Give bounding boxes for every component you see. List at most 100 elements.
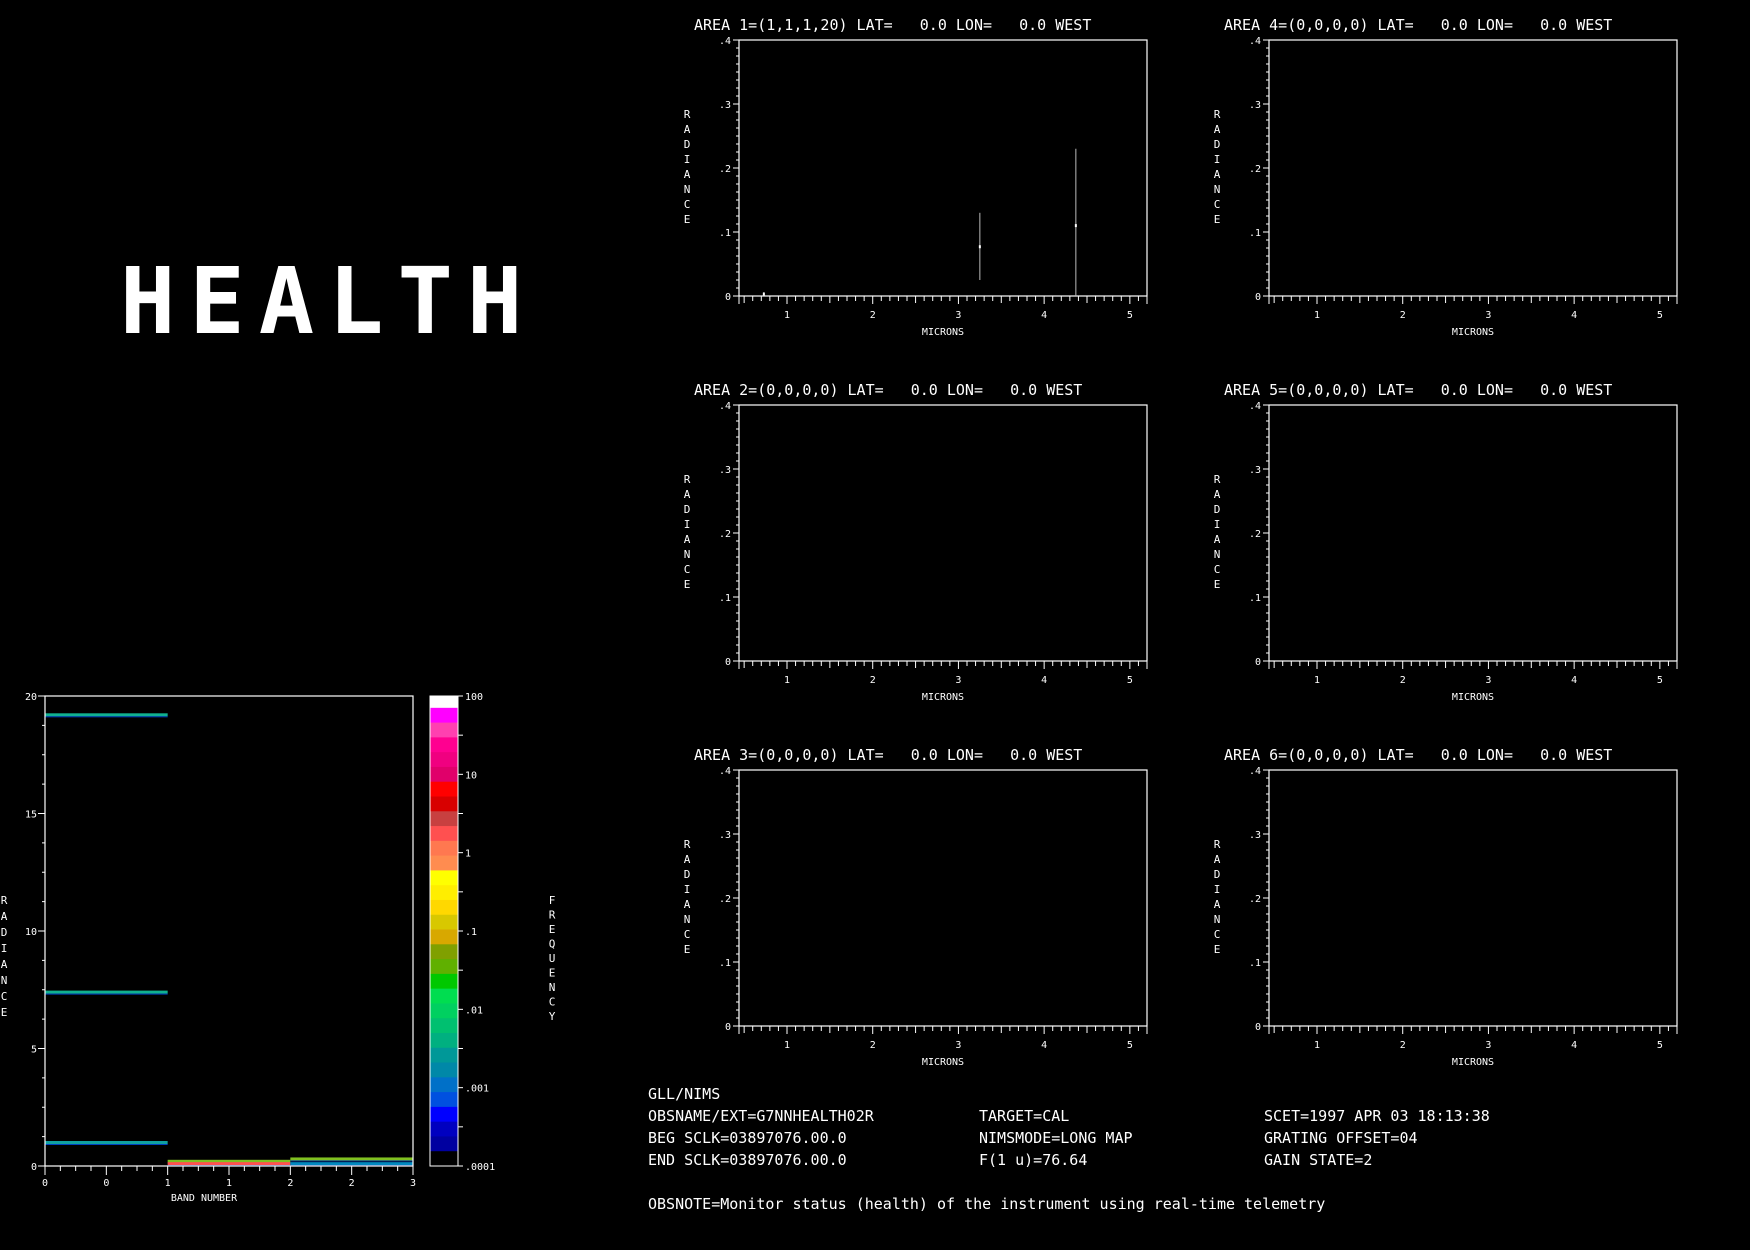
colorbar-swatch bbox=[430, 722, 458, 738]
colorbar-swatch bbox=[430, 1136, 458, 1152]
x-tick-label: 5 bbox=[1127, 310, 1133, 321]
colorbar-tick-label: 10 bbox=[465, 770, 477, 781]
colorbar-swatch bbox=[430, 1092, 458, 1108]
y-axis-label: A bbox=[1, 958, 8, 971]
y-tick-label: .2 bbox=[1249, 164, 1261, 175]
colorbar-swatch bbox=[430, 855, 458, 871]
colorbar-swatch bbox=[430, 1077, 458, 1093]
x-tick-label: 5 bbox=[1127, 675, 1133, 686]
colorbar-swatch bbox=[430, 1032, 458, 1049]
y-axis-label: E bbox=[1, 1006, 8, 1019]
y-axis-label: A bbox=[1, 910, 8, 923]
colorbar-swatch bbox=[430, 929, 458, 945]
colorbar-swatch bbox=[430, 1018, 458, 1034]
plot-frame bbox=[1268, 404, 1678, 662]
y-tick-label: .3 bbox=[1249, 465, 1261, 476]
scet-label: SCET=1997 APR 03 18:13:38 bbox=[1264, 1107, 1490, 1125]
x-tick-label: 4 bbox=[1571, 310, 1577, 321]
nimsmode-label: NIMSMODE=LONG MAP bbox=[979, 1129, 1133, 1147]
y-axis-label: I bbox=[684, 883, 691, 896]
x-tick-label: 1 bbox=[1314, 1040, 1320, 1051]
y-tick-label: .4 bbox=[719, 401, 731, 412]
colorbar-tick-label: .0001 bbox=[465, 1162, 495, 1173]
y-tick-label: .3 bbox=[719, 465, 731, 476]
colorbar-label: E bbox=[549, 923, 556, 936]
x-tick-label: 4 bbox=[1571, 1040, 1577, 1051]
colorbar-swatch bbox=[430, 959, 458, 975]
y-axis-label: E bbox=[1214, 213, 1221, 226]
data-point bbox=[1074, 224, 1077, 228]
y-tick-label: 15 bbox=[25, 810, 37, 821]
colorbar-swatch bbox=[430, 737, 458, 753]
y-tick-label: 0 bbox=[1255, 657, 1261, 668]
y-axis-label: N bbox=[684, 183, 691, 196]
colorbar-swatch bbox=[430, 914, 458, 931]
colorbar-swatch bbox=[430, 944, 458, 960]
y-axis-label: A bbox=[1214, 123, 1221, 136]
colorbar-swatch bbox=[430, 1151, 458, 1167]
y-axis-label: E bbox=[1214, 578, 1221, 591]
colorbar-swatch bbox=[430, 1121, 458, 1137]
x-axis-label: MICRONS bbox=[922, 692, 964, 703]
y-axis-label: A bbox=[684, 168, 691, 181]
x-axis-label: MICRONS bbox=[922, 1057, 964, 1068]
colorbar-swatch bbox=[430, 696, 458, 709]
instrument-label: GLL/NIMS bbox=[648, 1085, 721, 1103]
x-tick-label: 3 bbox=[1485, 1040, 1491, 1051]
y-axis-label: A bbox=[1214, 168, 1221, 181]
plot-title: AREA 6=(0,0,0,0) LAT= 0.0 LON= 0.0 WEST bbox=[1224, 746, 1612, 764]
x-tick-label: 4 bbox=[1571, 675, 1577, 686]
heatmap-segment bbox=[167, 1162, 291, 1166]
y-tick-label: .3 bbox=[719, 830, 731, 841]
x-tick-label: 2 bbox=[870, 675, 876, 686]
x-axis-label: BAND NUMBER bbox=[171, 1193, 238, 1204]
heatmap-segment bbox=[45, 990, 168, 994]
x-tick-label: 2 bbox=[870, 310, 876, 321]
y-axis-label: A bbox=[684, 898, 691, 911]
heatmap-segment-edge bbox=[45, 993, 168, 995]
x-axis-label: MICRONS bbox=[922, 327, 964, 338]
y-axis-label: A bbox=[684, 533, 691, 546]
colorbar-swatch bbox=[430, 885, 458, 901]
x-tick-label: 5 bbox=[1127, 1040, 1133, 1051]
x-tick-label: 3 bbox=[955, 310, 961, 321]
heatmap-segment-edge bbox=[45, 716, 168, 718]
colorbar-label: E bbox=[549, 967, 556, 980]
heatmap-segment bbox=[45, 713, 168, 717]
y-tick-label: .1 bbox=[1249, 958, 1261, 969]
y-tick-label: .4 bbox=[719, 36, 731, 47]
heatmap-segment bbox=[45, 1141, 168, 1144]
plot-title: AREA 3=(0,0,0,0) LAT= 0.0 LON= 0.0 WEST bbox=[694, 746, 1082, 764]
y-axis-label: N bbox=[1214, 913, 1221, 926]
colorbar-label: R bbox=[549, 909, 556, 922]
x-tick-label: 1 bbox=[784, 310, 790, 321]
y-axis-label: D bbox=[684, 868, 691, 881]
y-axis-label: A bbox=[1214, 898, 1221, 911]
plot-title: AREA 4=(0,0,0,0) LAT= 0.0 LON= 0.0 WEST bbox=[1224, 16, 1612, 34]
heatmap-segment-edge bbox=[290, 1160, 413, 1162]
y-axis-label: E bbox=[1214, 943, 1221, 956]
y-axis-label: I bbox=[1, 942, 8, 955]
y-axis-label: R bbox=[1214, 838, 1221, 851]
colorbar-swatch bbox=[430, 707, 458, 724]
y-tick-label: 0 bbox=[1255, 1022, 1261, 1033]
x-tick-label: 1 bbox=[784, 1040, 790, 1051]
y-tick-label: 5 bbox=[31, 1045, 37, 1056]
y-tick-label: .2 bbox=[719, 894, 731, 905]
y-tick-label: 0 bbox=[725, 1022, 731, 1033]
y-axis-label: C bbox=[1214, 928, 1221, 941]
y-tick-label: .2 bbox=[1249, 529, 1261, 540]
x-tick-label: 2 bbox=[1400, 1040, 1406, 1051]
y-axis-label: I bbox=[684, 518, 691, 531]
y-axis-label: E bbox=[684, 943, 691, 956]
x-tick-label: 3 bbox=[955, 675, 961, 686]
x-tick-label: 3 bbox=[955, 1040, 961, 1051]
colorbar-swatch bbox=[430, 1062, 458, 1078]
plot-title: AREA 1=(1,1,1,20) LAT= 0.0 LON= 0.0 WEST bbox=[694, 16, 1091, 34]
y-axis-label: R bbox=[1, 894, 8, 907]
y-axis-label: N bbox=[1214, 548, 1221, 561]
y-tick-label: 10 bbox=[25, 927, 37, 938]
colorbar-swatch bbox=[430, 811, 458, 827]
y-tick-label: .2 bbox=[1249, 894, 1261, 905]
obsnote-label: OBSNOTE=Monitor status (health) of the i… bbox=[648, 1195, 1326, 1213]
